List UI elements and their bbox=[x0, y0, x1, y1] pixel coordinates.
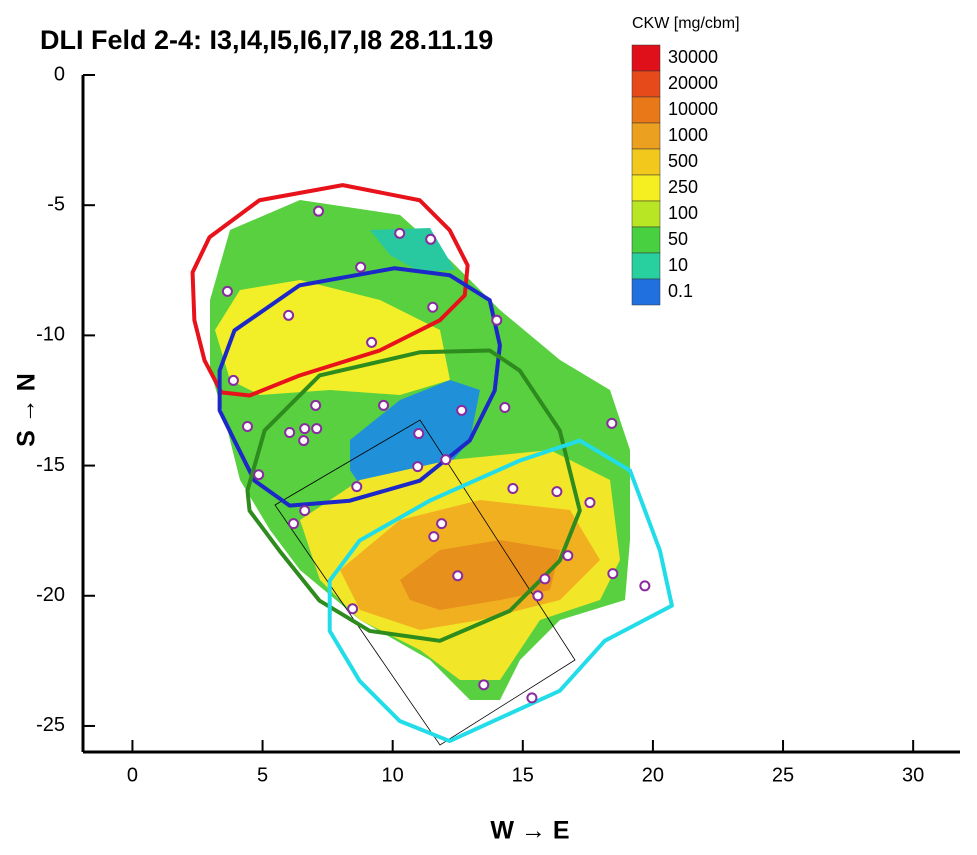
legend-swatch bbox=[631, 70, 661, 98]
well-point bbox=[227, 374, 239, 386]
well-point bbox=[311, 423, 323, 435]
legend-swatch bbox=[631, 44, 661, 72]
legend-swatch bbox=[631, 278, 661, 306]
well-point bbox=[241, 421, 253, 433]
contour-region bbox=[400, 540, 560, 610]
contour-region bbox=[215, 280, 450, 395]
x-tick-label: 15 bbox=[512, 764, 534, 786]
x-tick-label: 10 bbox=[382, 764, 404, 786]
well-point bbox=[562, 550, 574, 562]
x-tick-label: 25 bbox=[772, 764, 794, 786]
legend-swatch bbox=[631, 122, 661, 150]
legend-swatch bbox=[631, 148, 661, 176]
well-point bbox=[310, 399, 322, 411]
legend-label: 20000 bbox=[668, 73, 718, 93]
survey-frame bbox=[274, 419, 576, 746]
legend-swatch bbox=[631, 226, 661, 254]
well-point bbox=[221, 285, 233, 297]
well-point bbox=[491, 314, 503, 326]
well-point bbox=[378, 399, 390, 411]
well-point bbox=[526, 692, 538, 704]
well-point bbox=[507, 482, 519, 494]
well-point bbox=[253, 469, 265, 481]
legend-label: 100 bbox=[668, 203, 698, 223]
well-point bbox=[452, 570, 464, 582]
well-point bbox=[288, 518, 300, 530]
well-point bbox=[584, 497, 596, 509]
well-point bbox=[532, 590, 544, 602]
y-tick-label: -20 bbox=[36, 584, 65, 606]
well-point bbox=[355, 261, 367, 273]
well-point bbox=[436, 518, 448, 530]
well-point bbox=[639, 580, 651, 592]
well-point bbox=[606, 417, 618, 429]
well-point bbox=[347, 603, 359, 615]
well-point bbox=[456, 404, 468, 416]
y-axis-label: S → N bbox=[13, 373, 41, 447]
legend-title: CKW [mg/cbm] bbox=[632, 15, 740, 32]
zone-outline bbox=[245, 348, 582, 643]
well-point bbox=[283, 309, 295, 321]
x-tick-label: 30 bbox=[902, 764, 924, 786]
legend-swatch bbox=[631, 200, 661, 228]
well-point bbox=[428, 531, 440, 543]
legend-label: 250 bbox=[668, 177, 698, 197]
x-axis-label: W → E bbox=[490, 817, 569, 845]
y-tick-label: -5 bbox=[47, 193, 65, 215]
well-point bbox=[539, 573, 551, 585]
zone-outline bbox=[327, 438, 674, 744]
legend-label: 50 bbox=[668, 229, 688, 249]
legend-label: 1000 bbox=[668, 125, 708, 145]
contour-fill bbox=[210, 200, 630, 746]
y-tick-label: -15 bbox=[36, 454, 65, 476]
x-tick-label: 5 bbox=[257, 764, 268, 786]
zone-outline bbox=[190, 183, 470, 398]
contour-region bbox=[350, 380, 480, 500]
legend-label: 10000 bbox=[668, 99, 718, 119]
y-tick-label: -10 bbox=[36, 324, 65, 346]
x-tick-label: 20 bbox=[642, 764, 664, 786]
legend-label: 30000 bbox=[668, 47, 718, 67]
well-point bbox=[499, 402, 511, 414]
well-point bbox=[284, 427, 296, 439]
well-point bbox=[394, 227, 406, 239]
legend-swatch bbox=[631, 174, 661, 202]
well-point bbox=[607, 568, 619, 580]
chart-title: DLI Feld 2-4: I3,I4,I5,I6,I7,I8 28.11.19 bbox=[40, 25, 493, 55]
legend-label: 10 bbox=[668, 255, 688, 275]
well-point bbox=[427, 301, 439, 313]
well-point bbox=[425, 233, 437, 245]
legend-label: 500 bbox=[668, 151, 698, 171]
well-point bbox=[299, 505, 311, 517]
y-tick-label: -25 bbox=[36, 714, 65, 736]
legend-swatch bbox=[631, 252, 661, 280]
well-point bbox=[413, 428, 425, 440]
well-point bbox=[298, 435, 310, 447]
well-point bbox=[551, 486, 563, 498]
well-point bbox=[299, 423, 311, 435]
y-tick-label: 0 bbox=[54, 63, 65, 85]
legend-swatch bbox=[631, 96, 661, 124]
x-tick-label: 0 bbox=[127, 764, 138, 786]
well-point bbox=[351, 481, 363, 493]
well-point bbox=[440, 454, 452, 466]
well-point bbox=[412, 461, 424, 473]
legend-label: 0.1 bbox=[668, 281, 693, 301]
well-point bbox=[313, 205, 325, 217]
well-point bbox=[478, 679, 490, 691]
zone-outline bbox=[217, 266, 502, 508]
well-point bbox=[366, 336, 378, 348]
